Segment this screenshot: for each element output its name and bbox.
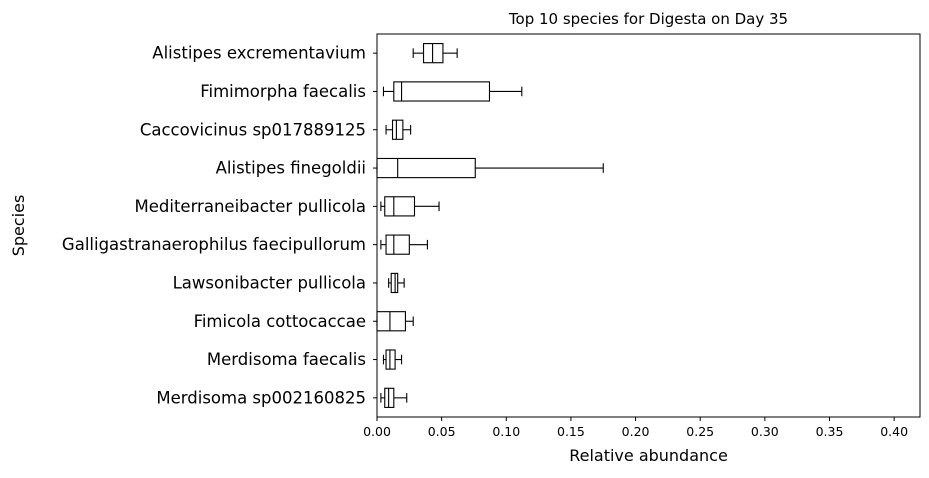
- x-tick-label: 0.40: [880, 424, 908, 439]
- y-tick-label: Galligastranaerophilus faecipullorum: [62, 235, 366, 254]
- x-tick-label: 0.15: [557, 424, 585, 439]
- x-tick-label: 0.30: [751, 424, 779, 439]
- x-tick-label: 0.05: [428, 424, 456, 439]
- plot-frame: [376, 33, 921, 418]
- x-axis-label: Relative abundance: [569, 446, 728, 465]
- y-tick-label: Fimimorpha faecalis: [200, 82, 366, 101]
- y-tick-label: Caccovicinus sp017889125: [140, 120, 366, 139]
- box: [385, 349, 396, 370]
- y-axis-label: Species: [9, 195, 28, 257]
- y-tick-label: Merdisoma sp002160825: [156, 388, 366, 407]
- x-tick-label: 0.25: [686, 424, 714, 439]
- plot-area: Alistipes excrementavium Fimimorpha faeca…: [62, 33, 921, 439]
- x-tick-label: 0.35: [816, 424, 844, 439]
- y-tick-label: Fimicola cottocaccae: [194, 312, 366, 331]
- x-tick-label: 0.00: [363, 424, 391, 439]
- y-tick-label: Alistipes finegoldii: [216, 159, 366, 178]
- box: [393, 81, 491, 102]
- box: [376, 157, 476, 179]
- box: [384, 387, 395, 408]
- x-tick-label: 0.10: [492, 424, 520, 439]
- box: [422, 43, 444, 64]
- box: [390, 272, 399, 294]
- box: [376, 311, 406, 332]
- y-tick-label: Merdisoma faecalis: [207, 350, 366, 369]
- chart-title: Top 10 species for Digesta on Day 35: [508, 10, 788, 28]
- x-tick-label: 0.20: [622, 424, 650, 439]
- y-tick-label: Alistipes excrementavium: [152, 44, 366, 63]
- box: [391, 119, 404, 140]
- y-tick-label: Lawsonibacter pullicola: [173, 273, 366, 292]
- y-tick-label: Mediterraneibacter pullicola: [135, 197, 367, 216]
- box: [384, 196, 416, 217]
- box: [385, 234, 410, 255]
